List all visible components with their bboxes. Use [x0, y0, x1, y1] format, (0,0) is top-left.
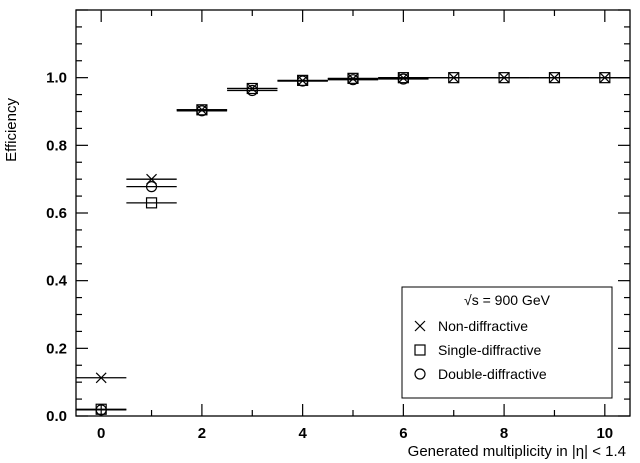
- data-point: [397, 73, 409, 85]
- data-point: [498, 72, 510, 84]
- y-tick-label: 1.0: [46, 70, 67, 87]
- x-tick-label: 0: [97, 425, 105, 442]
- y-tick-label: 0.4: [46, 273, 68, 290]
- x-tick-label: 8: [500, 425, 508, 442]
- y-tick-label: 0.6: [46, 205, 67, 222]
- data-point: [448, 72, 460, 84]
- data-point: [347, 74, 359, 86]
- cross-stroke: [414, 320, 426, 332]
- data-point: [246, 84, 258, 97]
- legend-label: Single-diffractive: [438, 342, 541, 358]
- legend-box: [401, 286, 613, 399]
- axis-ticks: [76, 9, 630, 417]
- x-axis-title: Generated multiplicity in |η| < 1.4: [408, 443, 626, 460]
- data-point: [95, 404, 107, 416]
- data-point: [297, 75, 309, 87]
- series-circle: [76, 73, 429, 416]
- legend-header: √s = 900 GeV: [464, 292, 551, 308]
- data-point: [145, 181, 158, 193]
- legend: √s = 900 GeV Non-diffractive Single-diffr…: [401, 286, 613, 399]
- y-tick-label: 0.2: [46, 340, 67, 357]
- series-square: [76, 72, 630, 415]
- legend-label: Non-diffractive: [438, 318, 528, 334]
- x-tick-label: 2: [198, 425, 206, 442]
- x-tick-label: 6: [399, 425, 407, 442]
- data-point: [196, 105, 208, 117]
- series-layer: [76, 72, 630, 416]
- data-point: [599, 72, 611, 84]
- data-point: [548, 72, 561, 84]
- legend-items: Non-diffractive Single-diffractive Double-…: [414, 318, 547, 382]
- x-tick-label: 10: [596, 425, 613, 442]
- legend-marker: [414, 368, 426, 380]
- y-tick-label: 0.8: [46, 137, 67, 154]
- y-axis-title: Efficiency: [3, 98, 20, 162]
- data-point: [145, 197, 158, 209]
- legend-marker: [414, 320, 426, 332]
- x-tick-label: 4: [298, 425, 307, 442]
- y-tick-label: 0.0: [46, 408, 67, 425]
- legend-marker: [414, 344, 426, 356]
- data-point: [95, 372, 107, 384]
- tick-labels: 0 2 4 6 8 10 0.0 0.2 0.4 0.6 0.8 1.0: [46, 70, 613, 442]
- legend-label: Double-diffractive: [438, 366, 547, 382]
- cross-stroke: [95, 372, 107, 384]
